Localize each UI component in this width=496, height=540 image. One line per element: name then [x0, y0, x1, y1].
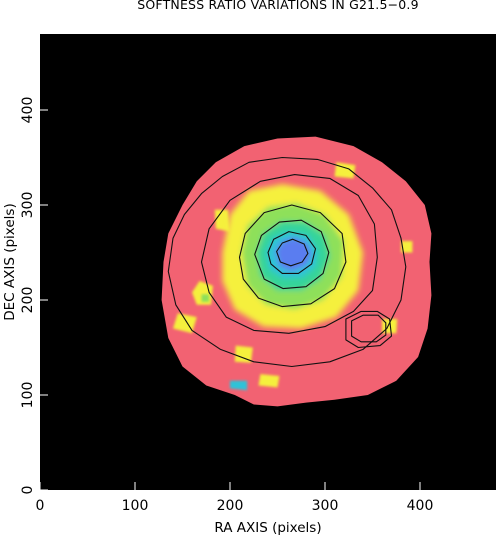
- point-source-contour: [345, 310, 393, 349]
- y-axis: 0 100 200 300 400: [20, 97, 48, 495]
- x-tick-label: 300: [312, 498, 339, 514]
- point-source-contour: [351, 314, 387, 343]
- contour-lines: [167, 156, 407, 368]
- x-tick-label: 400: [407, 498, 434, 514]
- y-tick-label: 0: [20, 486, 36, 495]
- chart-title: SOFTNESS RATIO VARIATIONS IN G21.5−0.9: [137, 0, 419, 12]
- contour-line: [167, 156, 407, 368]
- contour-line: [254, 219, 330, 290]
- contour-line: [267, 231, 317, 274]
- color-patch-low: [334, 162, 356, 179]
- contour-line: [238, 204, 347, 308]
- core-level-peak: [275, 237, 312, 272]
- color-patch-low: [234, 345, 253, 363]
- color-patch-low: [258, 374, 280, 388]
- contour-line: [276, 238, 309, 267]
- y-axis-label: DEC AXIS (pixels): [2, 203, 18, 321]
- color-patch-mid: [201, 294, 210, 302]
- color-patch-low: [401, 241, 413, 253]
- x-tick-label: 200: [217, 498, 244, 514]
- x-tick-label: 0: [36, 498, 45, 514]
- contour-line: [200, 174, 378, 334]
- y-tick-label: 100: [20, 382, 36, 409]
- x-axis: 0 100 200 300 400: [36, 482, 434, 514]
- axes: 0 100 200 300 400 0 100 200 300 400: [20, 97, 433, 514]
- x-tick-label: 100: [122, 498, 149, 514]
- y-tick-label: 400: [20, 97, 36, 124]
- y-tick-label: 200: [20, 287, 36, 314]
- x-axis-label: RA AXIS (pixels): [214, 520, 321, 536]
- y-tick-label: 300: [20, 192, 36, 219]
- color-patch-high: [230, 380, 248, 391]
